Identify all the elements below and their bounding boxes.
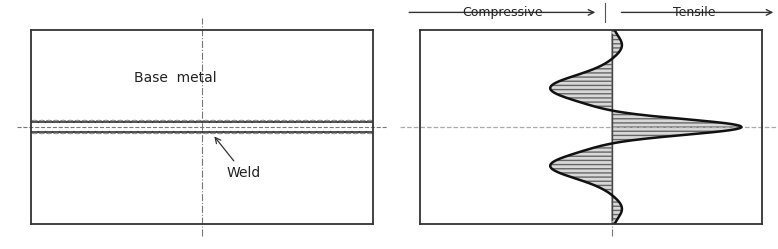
Text: Compressive: Compressive (462, 6, 542, 19)
Text: Weld: Weld (216, 137, 261, 180)
Bar (31, 122, 373, 132)
Text: Base  metal: Base metal (134, 71, 216, 85)
Text: Tensile: Tensile (673, 6, 715, 19)
